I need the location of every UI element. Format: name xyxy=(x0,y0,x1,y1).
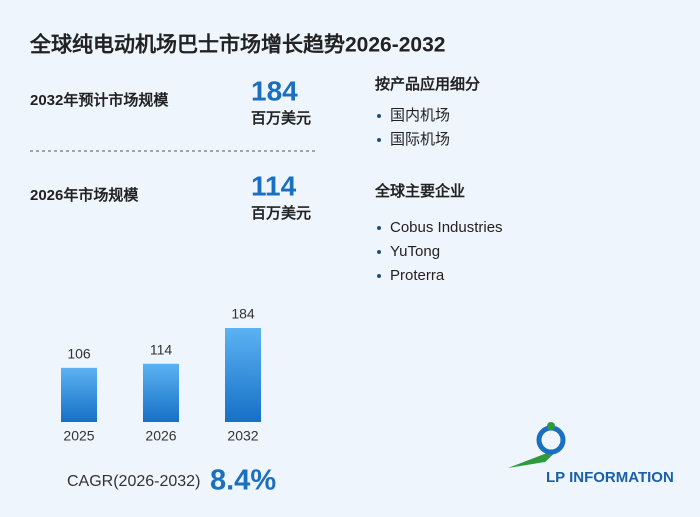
cagr-value: 8.4% xyxy=(210,465,276,497)
section-title: 按产品应用细分 xyxy=(375,75,480,93)
x-tick-label: 2026 xyxy=(145,428,176,444)
stat-label: 2026年市场规模 xyxy=(30,186,139,204)
value-label: 184 xyxy=(231,306,255,322)
value-label: 106 xyxy=(67,346,91,362)
list-item: 国际机场 xyxy=(390,131,450,148)
bullet xyxy=(377,114,381,118)
cagr-label: CAGR(2026-2032) xyxy=(67,473,200,490)
x-tick-label: 2032 xyxy=(227,428,258,444)
stat-label: 2032年预计市场规模 xyxy=(30,91,169,109)
logo: LP INFORMATION xyxy=(508,422,674,486)
bullet xyxy=(377,274,381,278)
bullet xyxy=(377,138,381,142)
list-item: YuTong xyxy=(390,243,440,260)
stat-unit: 百万美元 xyxy=(251,204,311,222)
list-item: Cobus Industries xyxy=(390,219,503,236)
list-item: Proterra xyxy=(390,267,445,284)
x-tick-label: 2025 xyxy=(63,428,94,444)
bar xyxy=(225,328,261,422)
section-title: 全球主要企业 xyxy=(374,182,465,200)
list-item: 国内机场 xyxy=(390,107,450,124)
bar xyxy=(143,363,179,422)
stat-unit: 百万美元 xyxy=(251,109,311,127)
stat-value: 184 xyxy=(251,75,298,106)
stat-value: 114 xyxy=(251,170,297,201)
logo-text: LP INFORMATION xyxy=(546,469,674,486)
value-label: 114 xyxy=(150,341,173,357)
bullet xyxy=(377,250,381,254)
title: 全球纯电动机场巴士市场增长趋势2026-2032 xyxy=(29,33,445,57)
bar xyxy=(61,367,97,422)
bullet xyxy=(377,226,381,230)
